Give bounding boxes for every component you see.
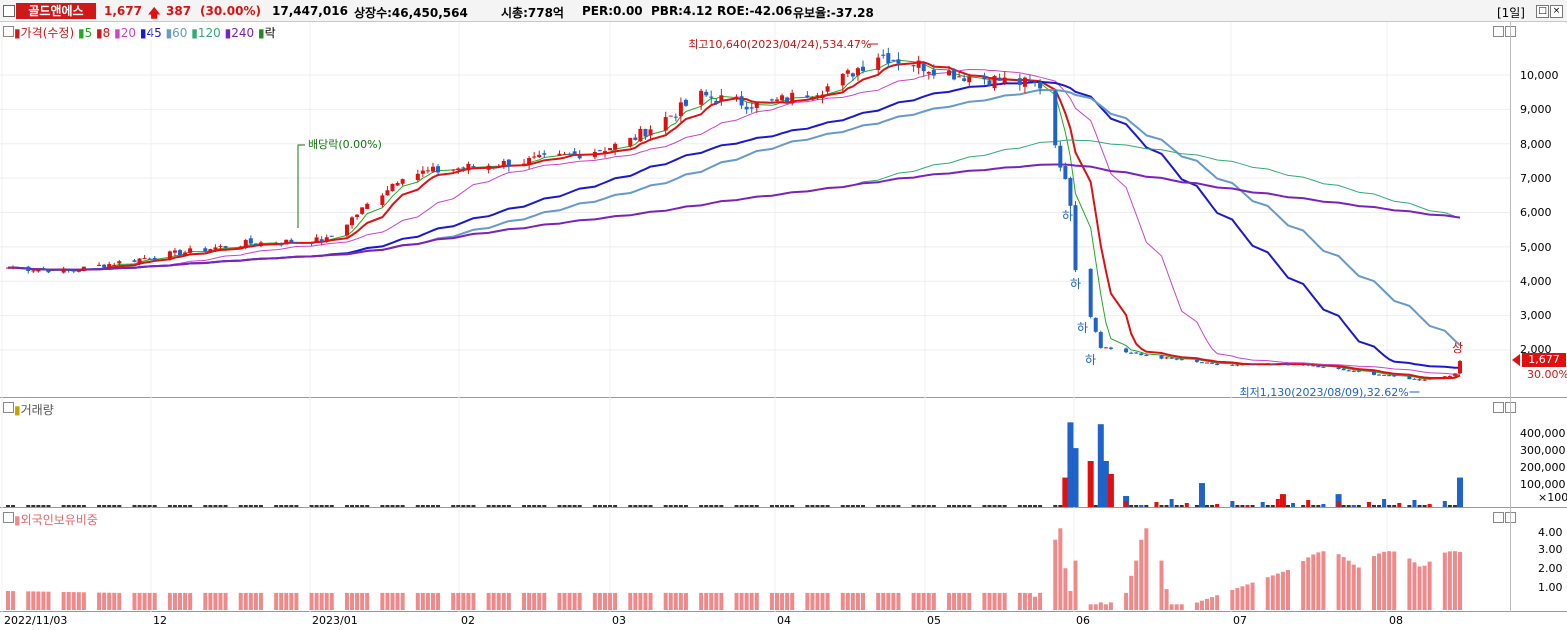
current-price-tag: 1,677 <box>1522 353 1566 367</box>
volume-title: ▮거래량 <box>14 403 54 417</box>
price-pointer-icon <box>1512 354 1520 366</box>
price-ytick: 3,000 <box>1520 309 1552 322</box>
panel-menu-icon[interactable] <box>3 402 14 413</box>
price-change: 387 <box>166 4 192 18</box>
x-label: 2023/01 <box>312 614 358 627</box>
x-label: 12 <box>153 614 167 627</box>
legend-item: 45 <box>146 26 162 40</box>
volume-ytick: 400,000 <box>1520 427 1566 440</box>
price-ytick: 10,000 <box>1520 69 1559 82</box>
pbr-value: PBR:4.12 <box>651 4 713 18</box>
x-label: 2022/11/03 <box>4 614 68 627</box>
maximize-button[interactable]: □ <box>1536 5 1549 18</box>
price-axis-divider <box>1510 22 1511 398</box>
legend-item: 120 <box>197 26 221 40</box>
volume-ytick: 100,000 <box>1520 478 1566 491</box>
panel-restore-icon[interactable] <box>1493 512 1504 523</box>
panel-menu-icon[interactable] <box>3 512 14 523</box>
price-change-pct: (30.00%) <box>200 4 261 18</box>
volume-title-label: 거래량 <box>20 403 54 417</box>
price-legend: ▮가격(수정) ▮5 ▮8 ▮20 ▮45 ▮60 ▮120 ▮240 ▮락 <box>14 26 276 40</box>
current-price: 1,677 <box>104 4 142 18</box>
legend-item: 5 <box>84 26 93 40</box>
legend-item: 가격(수정) <box>20 26 75 40</box>
price-ytick: 8,000 <box>1520 138 1552 151</box>
x-label: 03 <box>612 614 626 627</box>
up-arrow-icon: 🡅 <box>148 6 161 20</box>
price-ytick: 9,000 <box>1520 103 1552 116</box>
x-label: 08 <box>1389 614 1403 627</box>
foreign-ytick: 4.00 <box>1538 526 1563 539</box>
per-value: PER:0.00 <box>582 4 643 18</box>
period-selector[interactable]: [1일] <box>1496 6 1525 20</box>
volume-axis-divider <box>1510 398 1511 508</box>
price-ytick: 2,000 <box>1520 343 1552 356</box>
foreign-ownership-panel[interactable]: ▮외국인보유비중 <box>0 508 1567 612</box>
volume-ytick: 200,000 <box>1520 461 1566 474</box>
x-label: 02 <box>461 614 475 627</box>
panel-menu-icon[interactable] <box>3 26 14 37</box>
panel-restore-icon[interactable] <box>1493 26 1504 37</box>
legend-item: 20 <box>120 26 137 40</box>
foreign-ytick: 3.00 <box>1538 543 1563 556</box>
x-axis <box>0 612 1567 630</box>
foreign-ytick: 1.00 <box>1538 581 1563 594</box>
x-label: 04 <box>777 614 791 627</box>
trade-volume: 17,447,016 <box>272 4 348 18</box>
listed-shares: 상장수:46,450,564 <box>354 6 468 20</box>
select-checkbox[interactable] <box>3 5 15 17</box>
foreign-ytick: 2.00 <box>1538 562 1563 575</box>
panel-restore-icon[interactable] <box>1493 402 1504 413</box>
legend-item: 8 <box>102 26 111 40</box>
roe-value: ROE:-42.06 <box>717 4 793 18</box>
volume-unit: ×100 <box>1538 491 1567 504</box>
price-ytick: 7,000 <box>1520 172 1552 185</box>
x-label: 07 <box>1233 614 1247 627</box>
price-panel[interactable]: ▮가격(수정) ▮5 ▮8 ▮20 ▮45 ▮60 ▮120 ▮240 ▮락 <box>0 22 1567 398</box>
legend-item: 240 <box>231 26 255 40</box>
foreign-axis-divider <box>1510 508 1511 612</box>
x-label: 05 <box>927 614 941 627</box>
price-ytick: 4,000 <box>1520 275 1552 288</box>
market-cap: 시총:778억 <box>501 6 564 20</box>
volume-ytick: 300,000 <box>1520 444 1566 457</box>
current-pct-tag: 30.00% <box>1527 368 1567 381</box>
price-ytick: 6,000 <box>1520 206 1552 219</box>
reserve-ratio: 유보율:-37.28 <box>793 6 874 20</box>
legend-item: 락 <box>264 26 276 40</box>
x-label: 06 <box>1076 614 1090 627</box>
stock-name-badge[interactable]: 골드앤에스 <box>16 3 96 19</box>
price-ytick: 5,000 <box>1520 241 1552 254</box>
close-button[interactable]: × <box>1550 5 1563 18</box>
stock-header-bar: 골드앤에스 1,677 🡅 387 (30.00%) 17,447,016 상장… <box>0 0 1567 22</box>
foreign-title: ▮외국인보유비중 <box>14 513 98 527</box>
foreign-title-label: 외국인보유비중 <box>20 513 98 527</box>
legend-item: 60 <box>172 26 188 40</box>
volume-panel[interactable]: ▮거래량 <box>0 398 1567 508</box>
